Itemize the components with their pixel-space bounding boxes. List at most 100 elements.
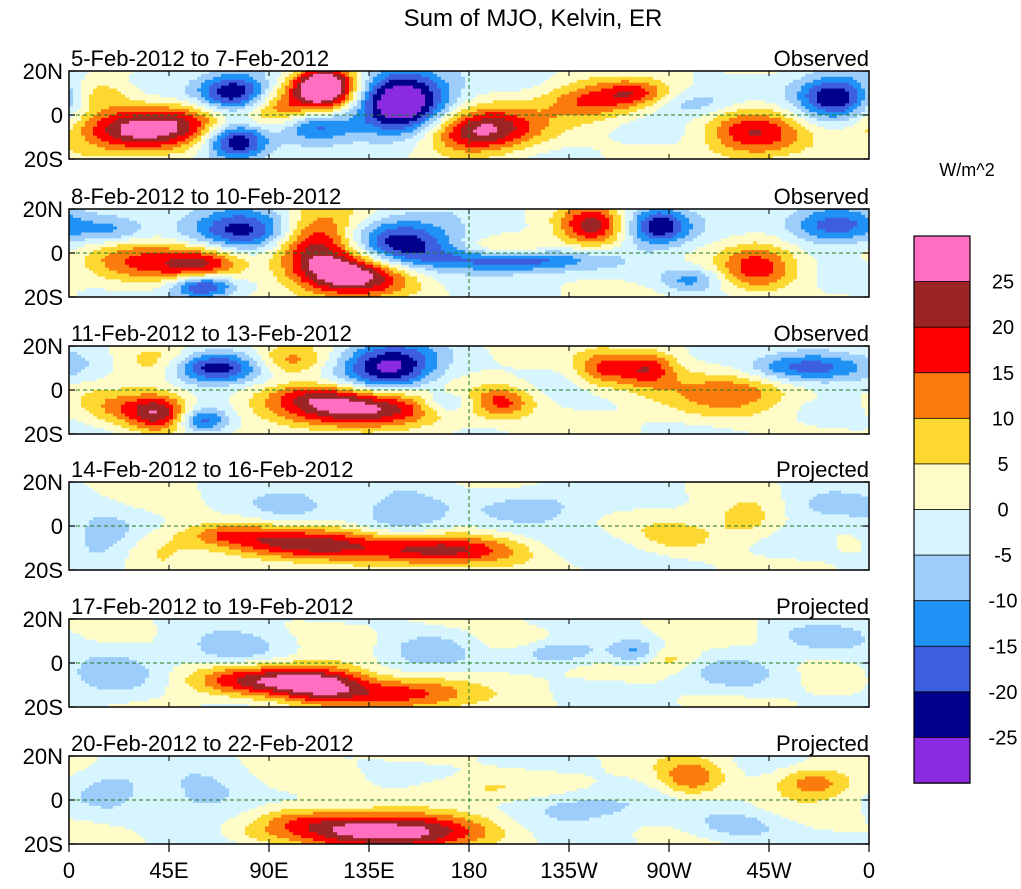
field-cell bbox=[301, 217, 318, 222]
field-cell bbox=[597, 520, 726, 524]
field-cell bbox=[69, 117, 82, 122]
field-cell bbox=[289, 627, 374, 632]
field-cell bbox=[421, 220, 462, 225]
field-cell bbox=[489, 91, 550, 96]
field-cell bbox=[269, 267, 286, 272]
field-cell bbox=[569, 220, 582, 225]
field-cell bbox=[69, 120, 78, 125]
field-cell bbox=[677, 671, 702, 676]
field-cell bbox=[749, 546, 838, 551]
field-cell bbox=[565, 375, 582, 379]
field-cell bbox=[333, 250, 346, 254]
field-cell bbox=[193, 209, 226, 213]
field-cell bbox=[161, 351, 182, 356]
field-cell bbox=[185, 346, 254, 350]
field-cell bbox=[381, 258, 390, 263]
field-cell bbox=[341, 73, 346, 78]
field-cell bbox=[381, 369, 398, 373]
field-cell bbox=[837, 540, 862, 545]
field-cell bbox=[177, 141, 190, 145]
field-cell bbox=[221, 141, 230, 145]
field-cell bbox=[705, 767, 722, 772]
field-cell bbox=[449, 132, 462, 137]
field-cell bbox=[205, 264, 222, 269]
field-cell bbox=[405, 285, 422, 289]
field-cell bbox=[549, 217, 562, 222]
field-cell bbox=[457, 552, 490, 556]
field-cell bbox=[177, 238, 198, 242]
field-cell bbox=[445, 79, 466, 84]
field-cell bbox=[721, 285, 738, 289]
field-cell bbox=[69, 378, 98, 382]
field-cell bbox=[377, 235, 390, 239]
field-cell bbox=[297, 817, 438, 822]
field-cell bbox=[389, 523, 422, 527]
field-cell bbox=[365, 100, 374, 104]
field-cell bbox=[209, 419, 222, 423]
field-cell bbox=[773, 531, 869, 536]
field-cell bbox=[437, 82, 450, 87]
field-cell bbox=[269, 832, 294, 836]
field-cell bbox=[345, 235, 354, 239]
field-cell bbox=[413, 261, 474, 266]
field-cell bbox=[645, 549, 750, 553]
field-cell bbox=[485, 642, 530, 646]
field-cell bbox=[453, 357, 494, 362]
field-cell bbox=[697, 211, 794, 216]
field-cell bbox=[633, 214, 638, 219]
field-cell bbox=[69, 502, 126, 507]
field-cell bbox=[141, 392, 158, 397]
field-cell bbox=[209, 357, 230, 362]
field-cell bbox=[485, 788, 498, 792]
field-cell bbox=[745, 773, 762, 778]
field-cell bbox=[685, 410, 762, 415]
field-cell bbox=[253, 366, 262, 371]
field-cell bbox=[401, 375, 418, 379]
field-cell bbox=[177, 398, 186, 403]
field-cell bbox=[141, 88, 186, 93]
field-cell bbox=[293, 253, 302, 257]
field-cell bbox=[69, 138, 86, 142]
field-cell bbox=[125, 401, 150, 406]
field-cell bbox=[513, 520, 546, 524]
field-cell bbox=[489, 817, 514, 822]
field-cell bbox=[133, 115, 178, 119]
field-cell bbox=[369, 689, 426, 693]
field-cell bbox=[393, 255, 406, 260]
field-cell bbox=[209, 112, 222, 116]
field-cell bbox=[681, 668, 702, 673]
field-cell bbox=[473, 820, 494, 825]
field-cell bbox=[553, 549, 646, 553]
field-cell bbox=[641, 85, 658, 90]
field-cell bbox=[553, 226, 562, 231]
field-cell bbox=[613, 247, 638, 251]
field-cell bbox=[93, 91, 122, 96]
field-cell bbox=[801, 223, 818, 228]
field-cell bbox=[561, 226, 574, 231]
field-cell bbox=[69, 767, 86, 772]
field-cell bbox=[793, 141, 814, 145]
field-cell bbox=[289, 97, 298, 101]
field-cell bbox=[485, 505, 566, 509]
field-cell bbox=[729, 294, 850, 297]
field-cell bbox=[477, 94, 542, 98]
field-cell bbox=[469, 106, 550, 110]
field-cell bbox=[861, 401, 869, 406]
field-cell bbox=[189, 419, 194, 423]
field-cell bbox=[189, 422, 194, 426]
field-cell bbox=[857, 363, 869, 368]
field-cell bbox=[285, 241, 294, 245]
field-cell bbox=[817, 235, 854, 239]
field-cell bbox=[661, 375, 678, 379]
field-cell bbox=[485, 835, 506, 839]
field-cell bbox=[341, 235, 346, 239]
field-cell bbox=[229, 97, 234, 101]
field-cell bbox=[69, 761, 94, 766]
field-cell bbox=[257, 135, 266, 140]
field-cell bbox=[381, 294, 410, 297]
field-cell bbox=[81, 153, 170, 157]
field-cell bbox=[225, 410, 238, 415]
field-cell bbox=[189, 425, 198, 429]
field-cell bbox=[69, 642, 198, 646]
